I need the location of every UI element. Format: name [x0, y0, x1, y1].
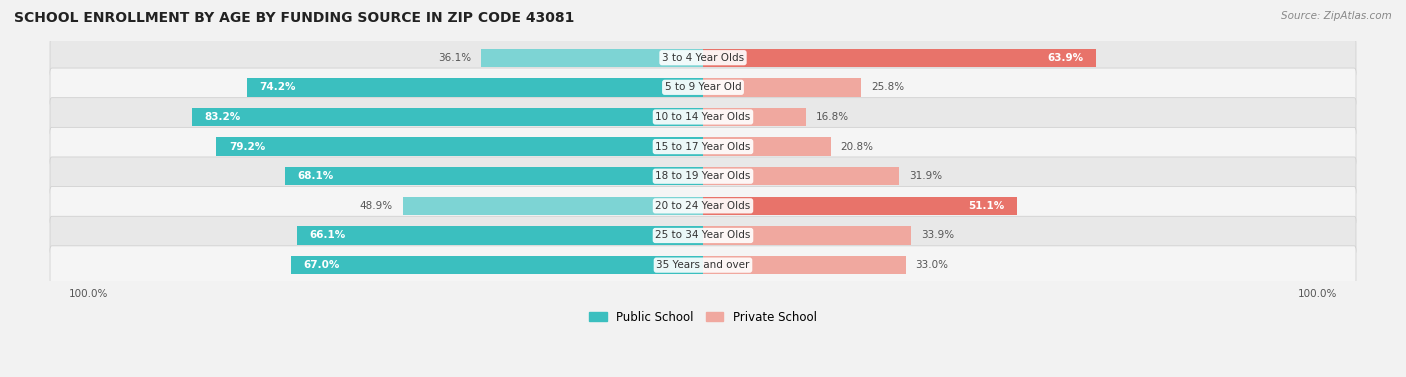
FancyBboxPatch shape: [51, 127, 1355, 166]
Text: 74.2%: 74.2%: [260, 82, 297, 92]
Bar: [402, 197, 703, 215]
Text: 33.9%: 33.9%: [921, 230, 955, 241]
Text: 63.9%: 63.9%: [1047, 53, 1083, 63]
Text: 25 to 34 Year Olds: 25 to 34 Year Olds: [655, 230, 751, 241]
Text: 67.0%: 67.0%: [304, 260, 340, 270]
Text: 16.8%: 16.8%: [815, 112, 849, 122]
Bar: [191, 108, 703, 126]
Text: 10 to 14 Year Olds: 10 to 14 Year Olds: [655, 112, 751, 122]
Bar: [703, 167, 898, 185]
Text: 83.2%: 83.2%: [204, 112, 240, 122]
Text: Source: ZipAtlas.com: Source: ZipAtlas.com: [1281, 11, 1392, 21]
Text: 79.2%: 79.2%: [229, 142, 264, 152]
Text: 31.9%: 31.9%: [908, 171, 942, 181]
FancyBboxPatch shape: [51, 68, 1355, 107]
FancyBboxPatch shape: [51, 98, 1355, 136]
FancyBboxPatch shape: [51, 187, 1355, 225]
FancyBboxPatch shape: [51, 157, 1355, 196]
Text: 20 to 24 Year Olds: 20 to 24 Year Olds: [655, 201, 751, 211]
Bar: [217, 137, 703, 156]
Text: 48.9%: 48.9%: [360, 201, 392, 211]
Text: 3 to 4 Year Olds: 3 to 4 Year Olds: [662, 53, 744, 63]
FancyBboxPatch shape: [51, 38, 1355, 77]
Bar: [284, 167, 703, 185]
Text: 20.8%: 20.8%: [841, 142, 873, 152]
FancyBboxPatch shape: [51, 246, 1355, 284]
Text: 15 to 17 Year Olds: 15 to 17 Year Olds: [655, 142, 751, 152]
Text: 35 Years and over: 35 Years and over: [657, 260, 749, 270]
Bar: [703, 197, 1017, 215]
Legend: Public School, Private School: Public School, Private School: [585, 306, 821, 328]
Bar: [297, 226, 703, 245]
Bar: [703, 78, 862, 97]
Text: 66.1%: 66.1%: [309, 230, 346, 241]
Text: 25.8%: 25.8%: [872, 82, 904, 92]
Text: 36.1%: 36.1%: [439, 53, 471, 63]
Text: 68.1%: 68.1%: [297, 171, 333, 181]
Text: SCHOOL ENROLLMENT BY AGE BY FUNDING SOURCE IN ZIP CODE 43081: SCHOOL ENROLLMENT BY AGE BY FUNDING SOUR…: [14, 11, 575, 25]
Bar: [703, 108, 806, 126]
Bar: [703, 49, 1095, 67]
Text: 51.1%: 51.1%: [969, 201, 1005, 211]
Bar: [703, 137, 831, 156]
Bar: [291, 256, 703, 274]
Bar: [481, 49, 703, 67]
FancyBboxPatch shape: [51, 216, 1355, 255]
Text: 5 to 9 Year Old: 5 to 9 Year Old: [665, 82, 741, 92]
Bar: [703, 226, 911, 245]
Bar: [703, 256, 905, 274]
Bar: [247, 78, 703, 97]
Text: 33.0%: 33.0%: [915, 260, 949, 270]
Text: 18 to 19 Year Olds: 18 to 19 Year Olds: [655, 171, 751, 181]
